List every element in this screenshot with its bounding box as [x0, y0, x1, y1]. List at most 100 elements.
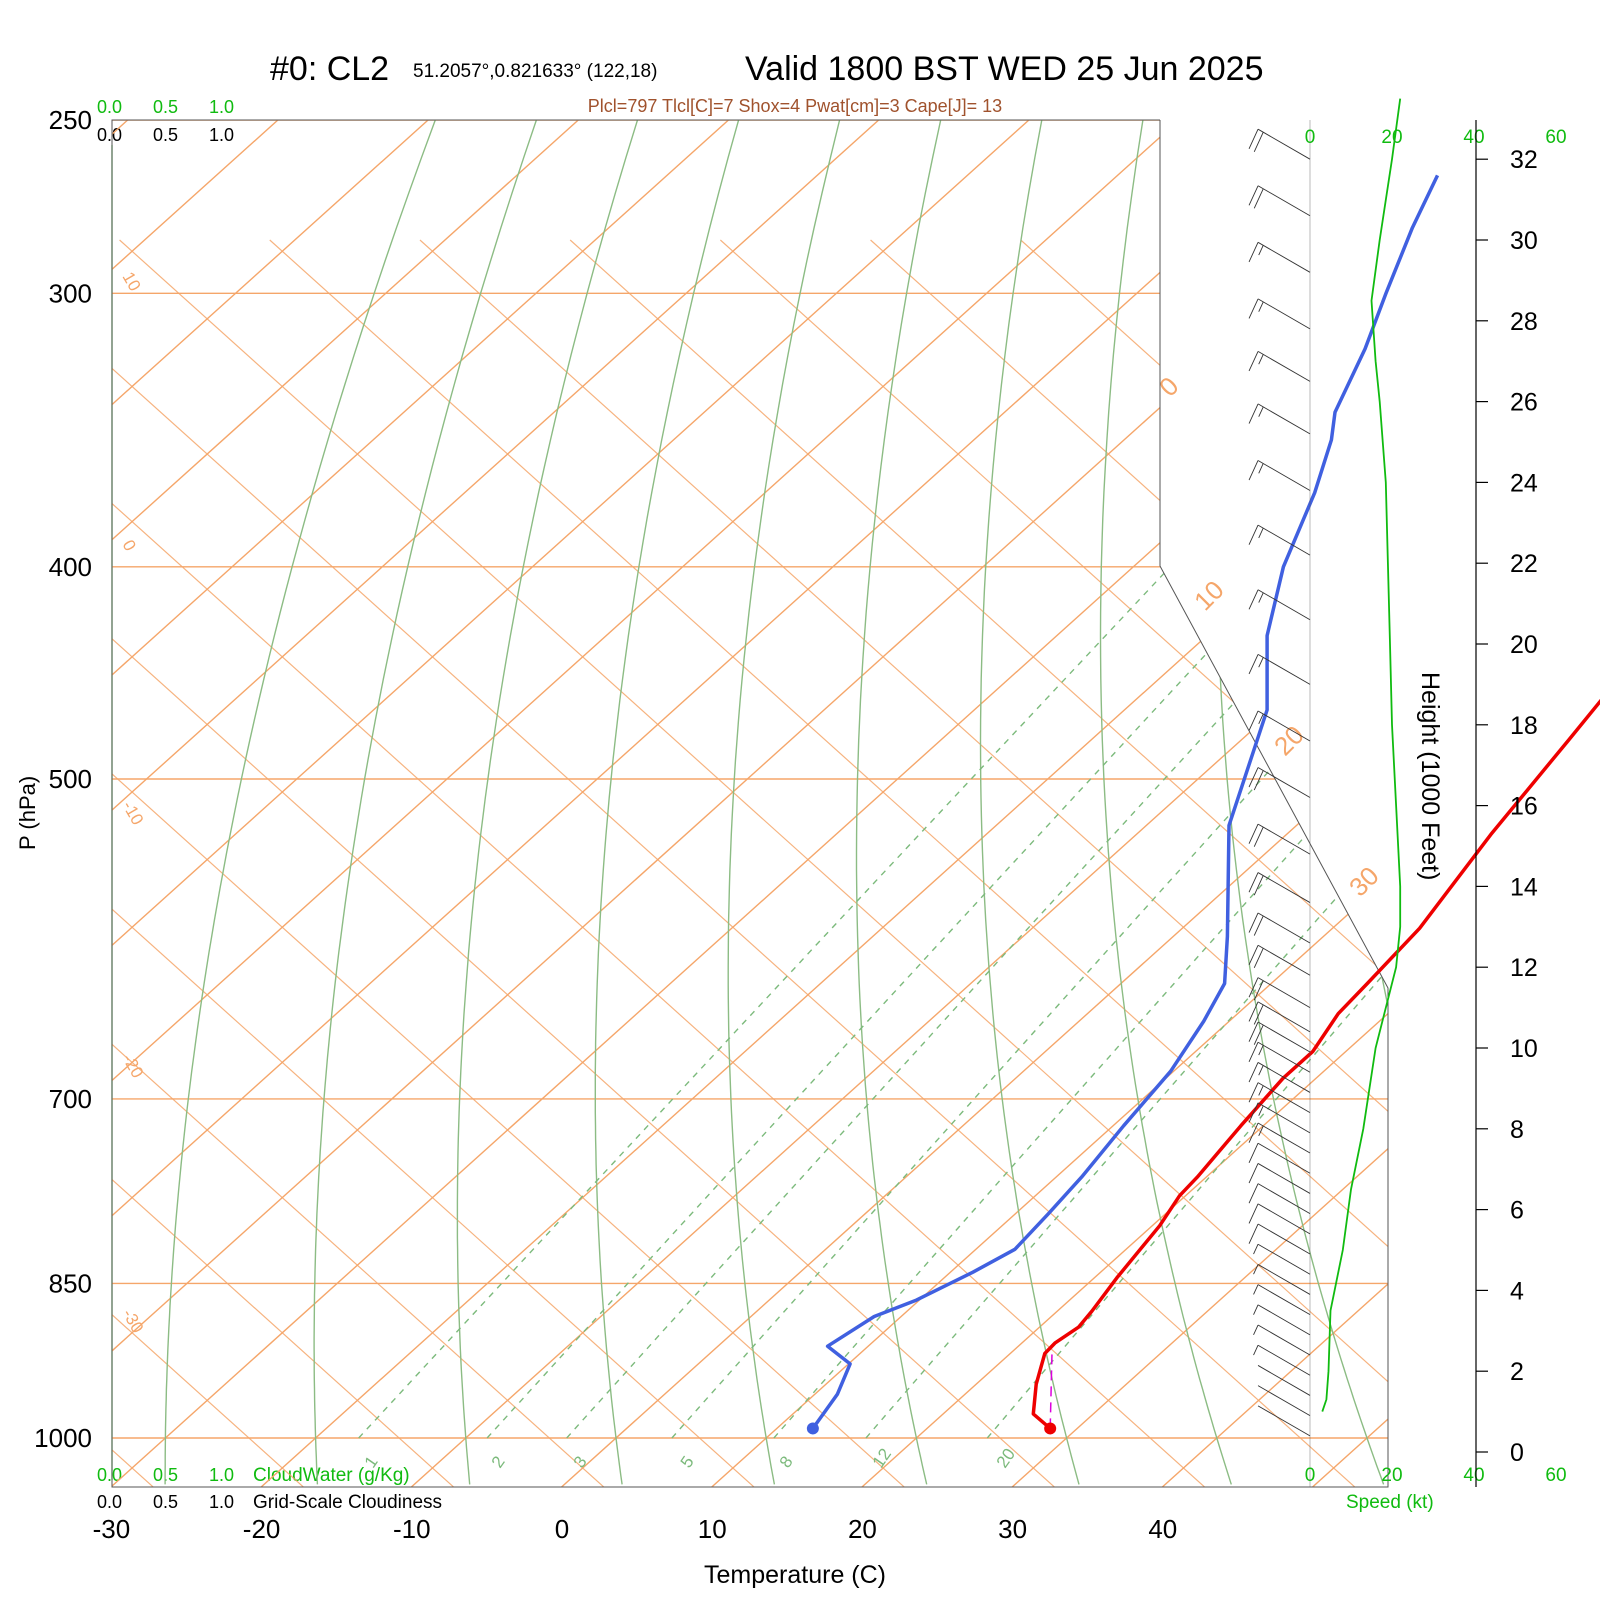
plot-frame	[111, 119, 1389, 1488]
wind-barb	[1248, 1203, 1311, 1235]
isotherm-line	[854, 120, 1388, 1487]
dry-adiabat	[594, 120, 740, 1485]
wind-barb-flag	[1253, 915, 1264, 936]
isotherm-label: -20	[119, 1051, 148, 1082]
temperature-axis-label: Temperature (C)	[704, 1561, 886, 1589]
wind-barb	[1253, 1264, 1311, 1295]
wind-barb	[1257, 1405, 1311, 1437]
wind-barb-flag	[1253, 1004, 1264, 1025]
wind-barb-flag	[1253, 1024, 1264, 1045]
wind-barb-staff	[1257, 128, 1311, 160]
wind-barb-staff	[1257, 1344, 1311, 1376]
wind-barb-staff	[1257, 185, 1311, 217]
wind-barb-flag	[1248, 298, 1259, 319]
cloudwater-tick-top: 0.5	[153, 97, 178, 117]
temperature-tick-label: -10	[393, 1514, 431, 1544]
wind-barb-half-flag	[1258, 245, 1264, 256]
wind-barb-staff	[1257, 1183, 1311, 1215]
wind-barb-staff	[1257, 1041, 1311, 1073]
dewpoint-profile	[811, 174, 1440, 1430]
speed-tick-bottom: 60	[1545, 1465, 1566, 1486]
wind-barb	[1248, 1021, 1311, 1053]
wind-barb-flag	[1248, 524, 1259, 545]
wind-barb-flag	[1248, 1143, 1259, 1164]
isotherm-label: 10	[1188, 575, 1230, 617]
wind-barb-staff	[1257, 1082, 1311, 1114]
wind-barb	[1248, 1122, 1311, 1154]
reference-line	[0, 240, 15, 1498]
temperature-tick-label: -20	[243, 1514, 281, 1544]
cloudwater-tick-bottom: 1.0	[209, 1465, 234, 1485]
wind-barb	[1257, 1365, 1311, 1396]
wind-barb-flag	[1253, 826, 1264, 847]
wind-barb	[1248, 977, 1311, 1008]
wind-barb	[1248, 1082, 1311, 1114]
wind-barb	[1248, 1163, 1311, 1194]
reference-line	[419, 239, 1388, 1487]
isotherm-line	[1004, 120, 1388, 1487]
wind-barb	[1248, 710, 1311, 742]
cloudiness-tick-bottom: 0.0	[97, 1492, 122, 1512]
wind-barb	[1257, 1385, 1311, 1417]
dry-adiabat	[727, 120, 841, 1485]
wind-barb-flag	[1248, 1082, 1259, 1103]
pressure-tick-label: 250	[49, 105, 92, 135]
run-id: #0: CL2	[270, 50, 389, 88]
reference-line	[112, 239, 1368, 1487]
sounding-profiles	[806, 174, 1600, 1435]
isotherm-line	[1304, 120, 1388, 1487]
isotherm-line	[112, 120, 622, 1487]
cloudwater-tick-top: 0.0	[97, 97, 122, 117]
wind-barb-flag	[1248, 1223, 1259, 1244]
height-tick-label: 4	[1510, 1277, 1524, 1305]
wind-barb-flag	[1253, 948, 1264, 969]
wind-barb-flag	[1253, 188, 1264, 209]
wind-barb-staff	[1257, 589, 1311, 621]
wind-barb-flag	[1248, 589, 1259, 610]
height-tick-label: 18	[1510, 712, 1538, 740]
temperature-tick-label: 30	[998, 1514, 1027, 1544]
wind-barb-staff	[1257, 1122, 1311, 1154]
isotherm-line	[112, 120, 1073, 1487]
reference-line	[112, 239, 767, 1487]
parcel-path	[1049, 1348, 1053, 1429]
dry-adiabat	[313, 120, 538, 1485]
location: 51.2057°,0.821633° (122,18)	[413, 61, 657, 82]
mixing-ratio-line	[358, 566, 1171, 1439]
wind-barb-half-flag	[1258, 1065, 1264, 1076]
wind-barb-flag	[1248, 1203, 1259, 1224]
wind-barb-staff	[1257, 1001, 1311, 1033]
isotherm-line	[253, 120, 1388, 1487]
cloud-scale-top: 0.0 0.5 1.0 0.0 0.5 1.0	[97, 97, 234, 145]
isotherm-line	[112, 120, 773, 1487]
dry-adiabat	[1099, 120, 1232, 1485]
pressure-tick-label: 1000	[34, 1423, 92, 1453]
wind-barb-half-flag	[1253, 1244, 1259, 1255]
speed-tick-bottom: 40	[1463, 1465, 1484, 1486]
reference-line	[112, 239, 467, 1487]
height-tick-label: 24	[1510, 469, 1538, 497]
temperature-tick-label: 10	[698, 1514, 727, 1544]
wind-barb-flag	[1248, 1183, 1259, 1204]
cloudiness-tick-top: 1.0	[209, 125, 234, 145]
reference-line	[112, 239, 1068, 1487]
mixing-ratio-label: 3	[570, 1453, 591, 1472]
wind-barb-flag	[1248, 351, 1259, 372]
wind-barb-staff	[1257, 1223, 1311, 1255]
wind-barb	[1248, 912, 1311, 944]
dry-adiabat	[164, 120, 436, 1485]
wind-barb	[1248, 460, 1311, 491]
wind-barb-flag	[1248, 1021, 1259, 1042]
wind-barb	[1248, 128, 1311, 160]
speed-tick-bottom: 0	[1305, 1465, 1316, 1486]
wind-barb-staff	[1257, 1405, 1311, 1437]
height-tick-label: 10	[1510, 1035, 1538, 1063]
isotherm-line	[112, 120, 472, 1487]
wind-barb-staff	[1257, 241, 1311, 273]
cloud-scale-bottom: 0.0 0.5 1.0 CloudWater (g/Kg) 0.0 0.5 1.…	[97, 1465, 442, 1513]
isotherm-line	[403, 120, 1388, 1487]
pressure-tick-label: 500	[49, 764, 92, 794]
wind-barb	[1248, 1062, 1311, 1093]
mixing-ratio-label: 12	[869, 1445, 895, 1471]
